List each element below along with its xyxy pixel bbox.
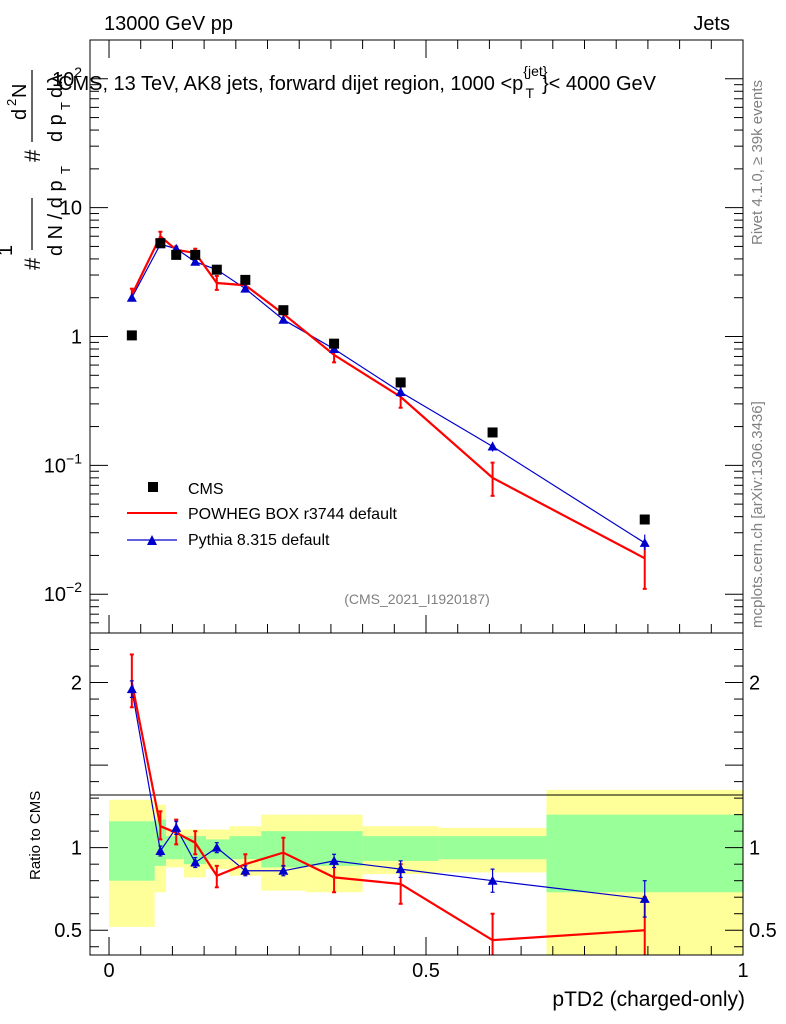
ratio-y-tick-label-right: 1 [749, 838, 760, 860]
cms-point [639, 514, 650, 525]
ratio-y-tick-label: 1 [71, 838, 82, 860]
pythia-point [639, 537, 650, 547]
pythia-point [395, 387, 406, 397]
pythia-point [126, 292, 137, 302]
ratio-band-inner [362, 836, 439, 861]
ratio-axis-ticks: 0.5 0.51 12 20 0.5 1 [54, 649, 777, 982]
pythia-point [487, 441, 498, 451]
ratio-pythia-point [329, 855, 340, 865]
ratio-band-inner [109, 821, 155, 881]
svg-text:λ: λ [45, 74, 67, 84]
ratio-pythia-point [190, 857, 201, 867]
main-series-layer [126, 230, 650, 590]
ratio-pythia-point [639, 893, 650, 903]
svg-text:d: d [45, 87, 67, 98]
ratio-pythia-point [240, 865, 251, 875]
ratio-y-tick-label-right: 0.5 [749, 920, 777, 942]
cms-point [329, 338, 340, 349]
main-y-tick-label: 10−1 [44, 450, 82, 477]
pythia-point [240, 283, 251, 293]
main-y-tick-label: 10 [60, 198, 82, 220]
mcplots-label: mcplots.cern.ch [arXiv:1306.3436] [749, 401, 766, 628]
cms-point [171, 249, 182, 260]
ratio-band-inner [546, 814, 743, 893]
ratio-band-inner [229, 836, 262, 860]
cms-point [395, 377, 406, 388]
legend-cms-label: CMS [188, 481, 224, 498]
header-left: 13000 GeV pp [104, 13, 233, 35]
analysis-id: (CMS_2021_I1920187) [344, 591, 490, 607]
x-tick-label: 0.5 [412, 960, 440, 982]
main-y-tick-label: 1 [71, 327, 82, 349]
ratio-pythia-point [487, 875, 498, 885]
pythia-line [131, 243, 646, 544]
svg-text:#: # [20, 257, 45, 270]
main-y-axis-label: # 1 d N / d p T # d 2 N d p T d λ [0, 70, 73, 270]
svg-text:d N / d p: d N / d p [45, 180, 67, 256]
ratio-pythia-point [278, 865, 289, 875]
x-tick-label: 0 [103, 960, 114, 982]
header-right: Jets [693, 13, 730, 35]
ratio-band-inner [154, 819, 167, 866]
ratio-panel-frame [89, 632, 744, 956]
svg-text:d: d [9, 109, 31, 120]
main-axis-ticks: 10−2 10−1 1 10 102 [44, 39, 744, 634]
pythia-point [278, 314, 289, 324]
svg-text:1: 1 [0, 245, 17, 256]
ratio-pythia-point [171, 822, 182, 832]
ratio-pythia-point [395, 864, 406, 874]
cms-point [278, 305, 289, 316]
ratio-y-axis-label: Ratio to CMS [27, 791, 44, 880]
svg-text:2: 2 [4, 99, 19, 106]
rivet-version-label: Rivet 4.1.0, ≥ 39k events [749, 80, 766, 245]
cms-point [240, 274, 251, 285]
plot-title: CMS, 13 TeV, AK8 jets, forward dijet reg… [58, 63, 657, 101]
cms-point [211, 264, 222, 275]
ratio-y-tick-label: 2 [71, 673, 82, 695]
x-tick-label: 1 [737, 960, 748, 982]
legend-powheg-label: POWHEG BOX r3744 default [188, 506, 398, 523]
ratio-pythia-point [211, 842, 222, 852]
ratio-pythia-point [126, 684, 137, 694]
ratio-band-inner [166, 836, 184, 860]
cms-point [190, 249, 201, 260]
legend-pythia-marker [147, 535, 157, 545]
main-y-tick-label: 10−2 [44, 579, 82, 606]
svg-text:N: N [9, 84, 31, 98]
svg-text:T: T [58, 102, 73, 110]
legend: CMS POWHEG BOX r3744 default Pythia 8.31… [127, 481, 398, 549]
cms-point [155, 238, 166, 249]
svg-text:T: T [58, 166, 73, 174]
svg-text:d p: d p [45, 114, 67, 142]
main-y-tick-label: 102 [52, 64, 82, 91]
pythia-point [190, 256, 201, 266]
legend-cms-marker [148, 482, 158, 492]
x-axis-label: pTD2 (charged-only) [552, 988, 745, 1011]
ratio-y-tick-label-right: 2 [749, 673, 760, 695]
ratio-y-tick-label: 0.5 [54, 920, 82, 942]
ratio-pythia-point [155, 845, 166, 855]
ratio-series-layer [126, 653, 650, 955]
ratio-band-inner [438, 836, 547, 860]
cms-point [487, 427, 498, 438]
cms-point [126, 330, 137, 341]
svg-text:#: # [20, 149, 45, 162]
legend-pythia-label: Pythia 8.315 default [188, 532, 330, 549]
